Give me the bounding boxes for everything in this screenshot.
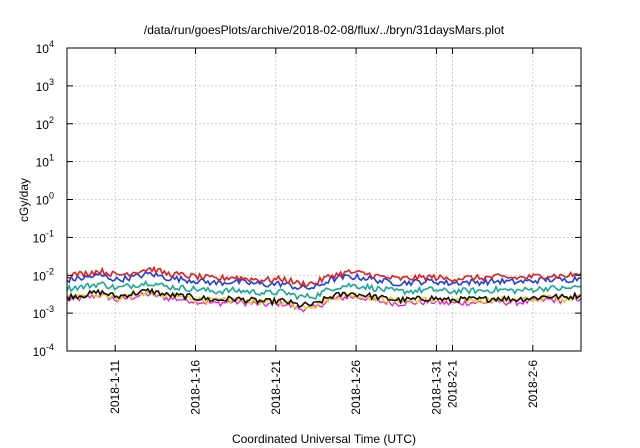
series-line: [67, 265, 581, 289]
y-ticks: 10-4 10-3 10-2 10-1 100 101 102 103 104: [33, 39, 581, 359]
x-tick-label: 2018-1-16: [189, 360, 203, 415]
y-axis-label: cGy/day: [17, 178, 31, 222]
x-tick-label: 2018-2-6: [526, 360, 540, 408]
y-tick-label: 100: [36, 191, 54, 208]
y-tick-label: 10-1: [33, 228, 54, 245]
x-tick-label: 2018-1-26: [349, 360, 363, 415]
y-tick-label: 102: [36, 115, 54, 132]
series-line: [67, 289, 581, 310]
x-tick-label: 2018-1-11: [108, 360, 122, 414]
series-line: [67, 270, 581, 291]
x-tick-label: 2018-2-1: [446, 360, 460, 408]
y-tick-label: 103: [36, 77, 54, 94]
y-tick-label: 10-2: [33, 266, 54, 283]
x-tick-label: 2018-1-21: [269, 360, 283, 415]
chart-title: /data/run/goesPlots/archive/2018-02-08/f…: [144, 23, 505, 37]
y-tick-label: 10-3: [33, 304, 54, 321]
y-tick-label: 101: [36, 153, 54, 170]
y-tick-label: 10-4: [33, 342, 54, 359]
series-line: [67, 279, 581, 301]
series-group: [67, 265, 581, 313]
x-tick-label: 2018-1-31: [429, 360, 443, 415]
x-ticks: 2018-1-11 2018-1-16 2018-1-21 2018-1-26 2018…: [108, 48, 540, 415]
grid: [67, 48, 581, 351]
x-axis-label: Coordinated Universal Time (UTC): [232, 432, 416, 446]
series-line: [67, 287, 581, 309]
y-tick-label: 104: [36, 39, 54, 56]
